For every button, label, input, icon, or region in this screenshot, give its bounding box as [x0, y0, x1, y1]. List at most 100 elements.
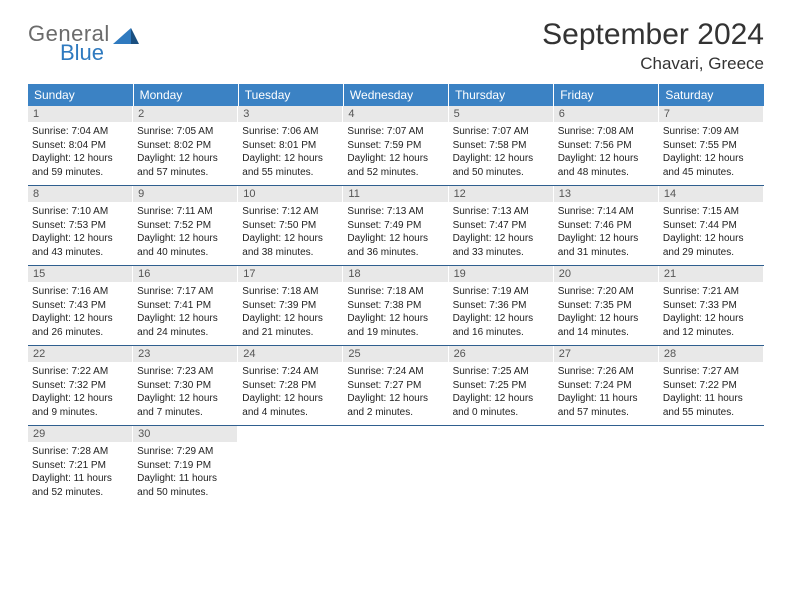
day-content-blank [554, 442, 659, 502]
daylight-line: Daylight: 12 hours and 29 minutes. [663, 232, 760, 259]
sunset-line: Sunset: 7:41 PM [137, 299, 234, 313]
daylight-line: Daylight: 12 hours and 7 minutes. [137, 392, 234, 419]
daylight-line: Daylight: 12 hours and 45 minutes. [663, 152, 760, 179]
day-content: Sunrise: 7:18 AMSunset: 7:38 PMDaylight:… [343, 282, 448, 345]
weekday-header: Wednesday [343, 84, 448, 106]
day-content: Sunrise: 7:18 AMSunset: 7:39 PMDaylight:… [238, 282, 343, 345]
sunrise-line: Sunrise: 7:07 AM [453, 125, 550, 139]
sunset-line: Sunset: 8:04 PM [32, 139, 129, 153]
sunset-line: Sunset: 8:02 PM [137, 139, 234, 153]
sunrise-line: Sunrise: 7:08 AM [558, 125, 655, 139]
day-content: Sunrise: 7:14 AMSunset: 7:46 PMDaylight:… [554, 202, 659, 265]
daylight-line: Daylight: 12 hours and 50 minutes. [453, 152, 550, 179]
weekday-header: Thursday [449, 84, 554, 106]
calendar-cell: 28Sunrise: 7:27 AMSunset: 7:22 PMDayligh… [659, 346, 764, 426]
calendar-cell: 9Sunrise: 7:11 AMSunset: 7:52 PMDaylight… [133, 186, 238, 266]
calendar-table: SundayMondayTuesdayWednesdayThursdayFrid… [28, 84, 764, 505]
day-content: Sunrise: 7:20 AMSunset: 7:35 PMDaylight:… [554, 282, 659, 345]
day-content: Sunrise: 7:13 AMSunset: 7:47 PMDaylight:… [449, 202, 554, 265]
sunrise-line: Sunrise: 7:20 AM [558, 285, 655, 299]
day-number: 10 [238, 186, 343, 202]
sunrise-line: Sunrise: 7:22 AM [32, 365, 129, 379]
sunrise-line: Sunrise: 7:15 AM [663, 205, 760, 219]
day-number: 28 [659, 346, 764, 362]
page-header: General Blue September 2024 Chavari, Gre… [28, 18, 764, 74]
day-number: 30 [133, 426, 238, 442]
daylight-line: Daylight: 12 hours and 4 minutes. [242, 392, 339, 419]
day-number: 14 [659, 186, 764, 202]
sunrise-line: Sunrise: 7:09 AM [663, 125, 760, 139]
calendar-header-row: SundayMondayTuesdayWednesdayThursdayFrid… [28, 84, 764, 106]
day-number-blank [659, 426, 764, 442]
sunset-line: Sunset: 7:30 PM [137, 379, 234, 393]
calendar-cell: 29Sunrise: 7:28 AMSunset: 7:21 PMDayligh… [28, 426, 133, 506]
sunset-line: Sunset: 7:52 PM [137, 219, 234, 233]
day-content-blank [659, 442, 764, 502]
day-number: 17 [238, 266, 343, 282]
daylight-line: Daylight: 12 hours and 24 minutes. [137, 312, 234, 339]
calendar-cell: 1Sunrise: 7:04 AMSunset: 8:04 PMDaylight… [28, 106, 133, 186]
sunset-line: Sunset: 7:19 PM [137, 459, 234, 473]
sunrise-line: Sunrise: 7:19 AM [453, 285, 550, 299]
calendar-cell: 26Sunrise: 7:25 AMSunset: 7:25 PMDayligh… [449, 346, 554, 426]
calendar-cell: 14Sunrise: 7:15 AMSunset: 7:44 PMDayligh… [659, 186, 764, 266]
day-number: 18 [343, 266, 448, 282]
calendar-cell: 13Sunrise: 7:14 AMSunset: 7:46 PMDayligh… [554, 186, 659, 266]
daylight-line: Daylight: 12 hours and 55 minutes. [242, 152, 339, 179]
day-number: 11 [343, 186, 448, 202]
day-content: Sunrise: 7:07 AMSunset: 7:58 PMDaylight:… [449, 122, 554, 185]
daylight-line: Daylight: 12 hours and 21 minutes. [242, 312, 339, 339]
sunset-line: Sunset: 7:55 PM [663, 139, 760, 153]
sunset-line: Sunset: 7:22 PM [663, 379, 760, 393]
daylight-line: Daylight: 12 hours and 2 minutes. [347, 392, 444, 419]
sunrise-line: Sunrise: 7:21 AM [663, 285, 760, 299]
day-number-blank [343, 426, 448, 442]
sunrise-line: Sunrise: 7:27 AM [663, 365, 760, 379]
weekday-header: Tuesday [238, 84, 343, 106]
calendar-cell [343, 426, 448, 506]
daylight-line: Daylight: 12 hours and 16 minutes. [453, 312, 550, 339]
daylight-line: Daylight: 12 hours and 52 minutes. [347, 152, 444, 179]
day-number: 3 [238, 106, 343, 122]
day-number-blank [554, 426, 659, 442]
weekday-header: Sunday [28, 84, 133, 106]
sunset-line: Sunset: 7:59 PM [347, 139, 444, 153]
day-number: 1 [28, 106, 133, 122]
daylight-line: Daylight: 12 hours and 57 minutes. [137, 152, 234, 179]
sunrise-line: Sunrise: 7:10 AM [32, 205, 129, 219]
sunrise-line: Sunrise: 7:23 AM [137, 365, 234, 379]
month-title: September 2024 [542, 18, 764, 52]
calendar-cell: 22Sunrise: 7:22 AMSunset: 7:32 PMDayligh… [28, 346, 133, 426]
sunset-line: Sunset: 8:01 PM [242, 139, 339, 153]
sunrise-line: Sunrise: 7:07 AM [347, 125, 444, 139]
sunset-line: Sunset: 7:56 PM [558, 139, 655, 153]
sunrise-line: Sunrise: 7:24 AM [242, 365, 339, 379]
day-content: Sunrise: 7:24 AMSunset: 7:28 PMDaylight:… [238, 362, 343, 425]
day-number: 7 [659, 106, 764, 122]
day-content: Sunrise: 7:23 AMSunset: 7:30 PMDaylight:… [133, 362, 238, 425]
calendar-cell: 7 Sunrise: 7:09 AMSunset: 7:55 PMDaylight… [659, 106, 764, 186]
day-number: 4 [343, 106, 448, 122]
day-number: 19 [449, 266, 554, 282]
sunset-line: Sunset: 7:47 PM [453, 219, 550, 233]
calendar-cell: 19 Sunrise: 7:19 AMSunset: 7:36 PMDayligh… [449, 266, 554, 346]
calendar-cell: 8Sunrise: 7:10 AMSunset: 7:53 PMDaylight… [28, 186, 133, 266]
day-number: 9 [133, 186, 238, 202]
calendar-cell: 3Sunrise: 7:06 AMSunset: 8:01 PMDaylight… [238, 106, 343, 186]
day-content: Sunrise: 7:24 AMSunset: 7:27 PMDaylight:… [343, 362, 448, 425]
day-number: 6 [554, 106, 659, 122]
calendar-cell: 6Sunrise: 7:08 AMSunset: 7:56 PMDaylight… [554, 106, 659, 186]
sunset-line: Sunset: 7:33 PM [663, 299, 760, 313]
day-content: Sunrise: 7:28 AMSunset: 7:21 PMDaylight:… [28, 442, 133, 505]
sunrise-line: Sunrise: 7:11 AM [137, 205, 234, 219]
sunrise-line: Sunrise: 7:12 AM [242, 205, 339, 219]
calendar-cell [659, 426, 764, 506]
daylight-line: Daylight: 12 hours and 33 minutes. [453, 232, 550, 259]
day-number: 23 [133, 346, 238, 362]
sunset-line: Sunset: 7:28 PM [242, 379, 339, 393]
calendar-cell: 30Sunrise: 7:29 AMSunset: 7:19 PMDayligh… [133, 426, 238, 506]
day-number: 15 [28, 266, 133, 282]
day-number: 8 [28, 186, 133, 202]
day-content: Sunrise: 7:10 AMSunset: 7:53 PMDaylight:… [28, 202, 133, 265]
sunset-line: Sunset: 7:36 PM [453, 299, 550, 313]
